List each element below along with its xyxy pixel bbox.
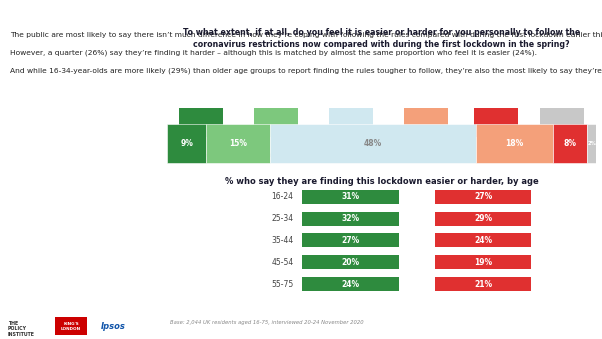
Bar [206,123,270,163]
Text: 25-34: 25-34 [272,214,294,223]
Bar [270,123,476,163]
Text: 18%: 18% [506,139,524,148]
Text: The public are most likely to say there isn’t much difference in how they’re cop: The public are most likely to say there … [10,31,602,74]
FancyBboxPatch shape [541,108,585,138]
Bar [588,123,596,163]
Text: 20%: 20% [342,258,360,267]
Text: 16-24: 16-24 [272,192,294,201]
FancyBboxPatch shape [435,233,532,247]
Text: To what extent, if at all, do you feel it is easier or harder for you personally: To what extent, if at all, do you feel i… [183,28,580,49]
FancyBboxPatch shape [179,108,223,138]
Text: Ipsos: Ipsos [101,322,125,331]
FancyBboxPatch shape [302,212,399,226]
FancyBboxPatch shape [55,317,87,335]
FancyBboxPatch shape [404,108,448,138]
Text: Don't know: Don't know [547,159,578,164]
Text: 29%: 29% [474,214,492,223]
Bar [553,123,588,163]
Text: About
the same: About the same [338,153,364,164]
Text: Much
harder now: Much harder now [480,153,512,164]
Text: 35-44: 35-44 [272,236,294,245]
Text: 32%: 32% [342,214,360,223]
FancyBboxPatch shape [435,190,532,204]
Text: 27%: 27% [474,192,492,201]
Text: 9%: 9% [180,139,193,148]
Bar [476,123,553,163]
Text: 48%: 48% [364,139,382,148]
Text: 21%: 21% [474,280,492,288]
FancyBboxPatch shape [302,233,399,247]
Text: 24%: 24% [342,280,360,288]
Text: THE
POLICY
INSTITUTE: THE POLICY INSTITUTE [8,321,35,337]
Text: 45-54: 45-54 [272,258,294,267]
Text: 2%: 2% [588,141,596,146]
FancyBboxPatch shape [474,108,518,138]
FancyBboxPatch shape [435,277,532,291]
Text: Base: 2,044 UK residents aged 16-75, interviewed 20-24 November 2020: Base: 2,044 UK residents aged 16-75, int… [170,320,364,325]
FancyBboxPatch shape [302,255,399,269]
FancyBboxPatch shape [254,108,298,138]
Text: 8%: 8% [563,139,577,148]
Text: Slightly
harder now: Slightly harder now [410,153,441,164]
Text: KING'S
LONDON: KING'S LONDON [61,322,81,331]
Text: 31%: 31% [342,192,360,201]
Text: 24%: 24% [474,236,492,245]
FancyBboxPatch shape [329,108,373,138]
Text: 55-75: 55-75 [272,280,294,288]
FancyBboxPatch shape [435,255,532,269]
Text: Slightly
easier now: Slightly easier now [261,153,291,164]
Text: % who say they are finding this lockdown easier or harder, by age: % who say they are finding this lockdown… [225,177,539,186]
FancyBboxPatch shape [435,212,532,226]
Text: 19%: 19% [474,258,492,267]
Text: 27%: 27% [342,236,360,245]
Text: 15%: 15% [229,139,247,148]
FancyBboxPatch shape [302,190,399,204]
Bar [167,123,206,163]
Text: Much
easier now: Much easier now [186,153,216,164]
FancyBboxPatch shape [302,277,399,291]
